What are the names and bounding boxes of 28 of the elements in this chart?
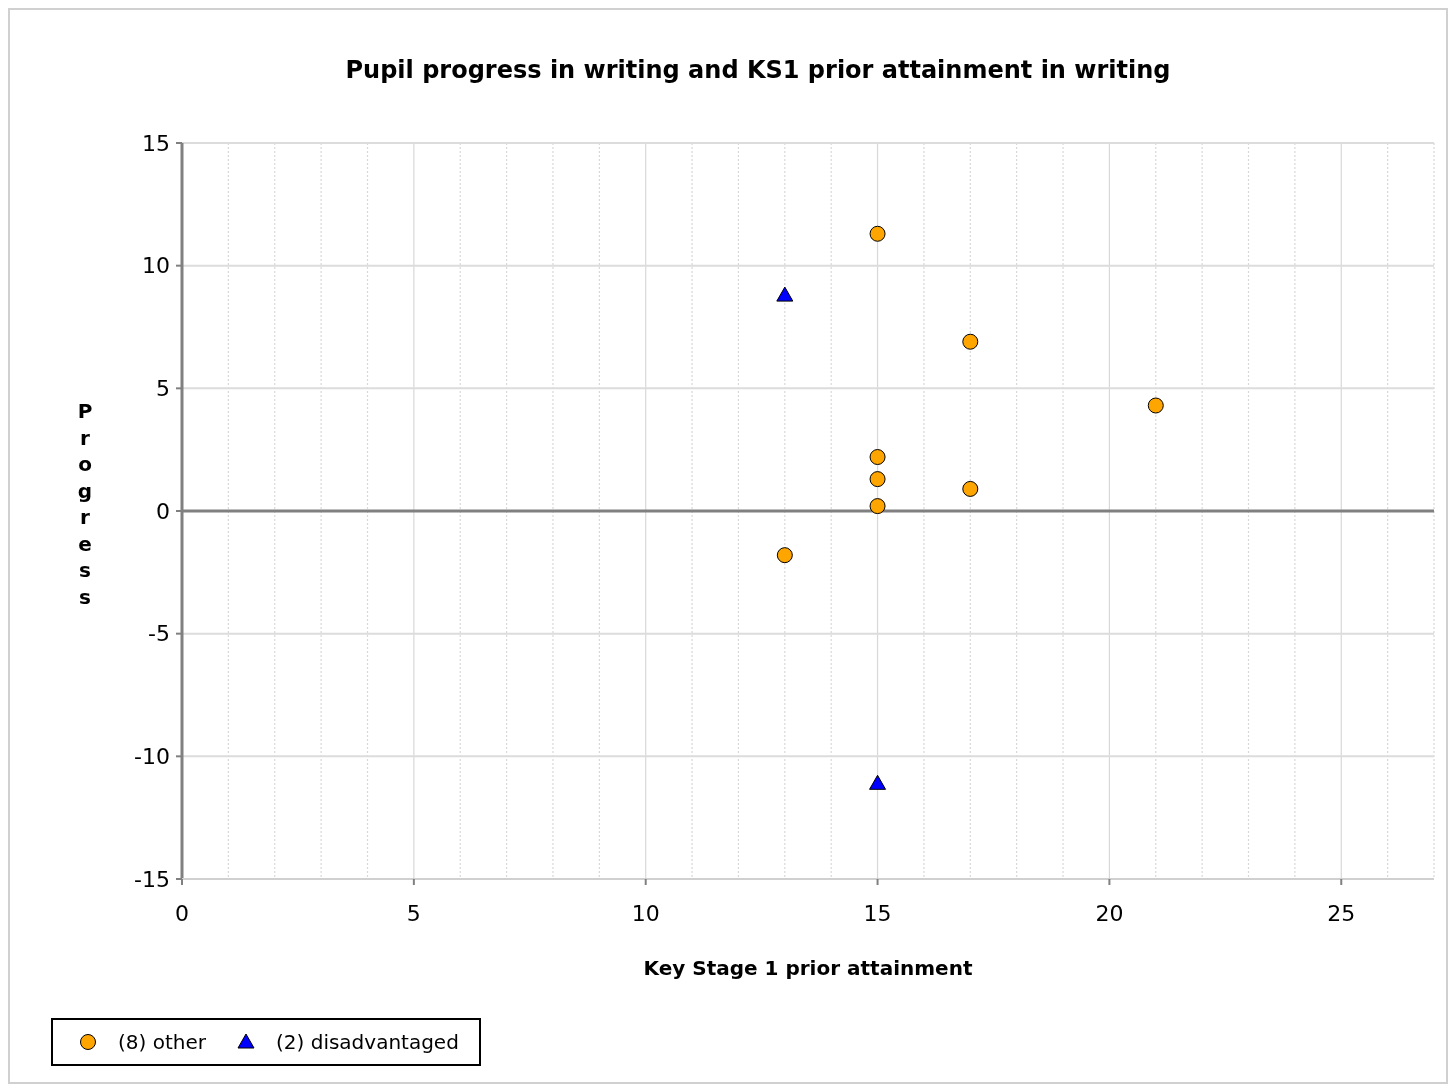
x-tick-label: 20 (1095, 901, 1124, 926)
y-tick-label: -15 (134, 866, 170, 892)
point (962, 333, 979, 350)
point (869, 471, 886, 488)
x-tick-label: 25 (1327, 901, 1356, 926)
point (962, 480, 979, 497)
y-tick-label: 5 (156, 376, 170, 402)
y-tick-label: 0 (156, 498, 170, 524)
point (776, 547, 793, 564)
x-axis-title: Key Stage 1 prior attainment (643, 956, 973, 980)
x-tick-label: 15 (863, 901, 892, 926)
y-tick-label: 10 (142, 253, 170, 279)
legend-label: (2) disadvantaged (276, 1030, 459, 1054)
chart-title: Pupil progress in writing and KS1 prior attainment in writing (345, 56, 1171, 84)
y-axis-title: Progress (77, 399, 93, 609)
point (869, 498, 886, 515)
y-tick-label: -5 (148, 621, 170, 647)
point (869, 449, 886, 466)
point (869, 774, 887, 790)
point (1147, 397, 1164, 414)
x-tick-label: 0 (175, 901, 189, 926)
point (869, 225, 886, 242)
x-tick-label: 10 (631, 901, 660, 926)
legend-label: (8) other (118, 1030, 207, 1054)
y-tick-label: -10 (134, 744, 170, 770)
y-tick-label: 15 (142, 130, 170, 156)
x-tick-label: 5 (406, 901, 421, 926)
point (776, 286, 794, 302)
